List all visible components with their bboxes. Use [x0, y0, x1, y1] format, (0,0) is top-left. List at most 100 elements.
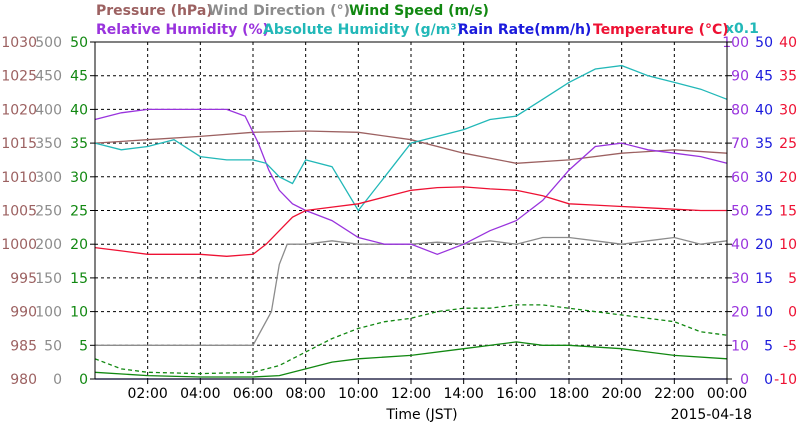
rain-axis-tick-label: 40: [755, 102, 773, 118]
pressure-axis-tick-label: 990: [10, 305, 37, 321]
wind-dir-axis-tick-label: 350: [35, 136, 62, 152]
humidity-axis-tick-label: 60: [731, 170, 749, 186]
pressure-axis-tick-label: 1025: [1, 69, 37, 85]
rain-axis-tick-label: 10: [755, 305, 773, 321]
x-tick-label: 20:00: [601, 386, 641, 402]
temperature-axis-tick-label: 0: [788, 305, 797, 321]
x-tick-label: 06:00: [233, 386, 273, 402]
wind-dir-axis-tick-label: 250: [35, 204, 62, 220]
temperature-axis-tick-label: 10: [779, 237, 797, 253]
left-axes: 1030102510201015101010051000995990985980…: [1, 35, 95, 388]
wind-dir-axis-tick-label: 150: [35, 271, 62, 287]
temperature-axis-tick-label: 5: [788, 271, 797, 287]
humidity-axis-tick-label: 30: [731, 271, 749, 287]
wind-speed-axis-tick-label: 45: [70, 69, 88, 85]
x-tick-label: 02:00: [127, 386, 167, 402]
x-tick-label: 08:00: [285, 386, 325, 402]
wind-speed-axis-tick-label: 30: [70, 170, 88, 186]
series-line-temperature-c: [94, 186, 727, 257]
pressure-axis-tick-label: 1005: [1, 204, 37, 220]
legend: Pressure (hPa)Wind Direction (°) Wind Spe…: [96, 3, 759, 38]
humidity-axis-tick-label: 0: [740, 372, 749, 388]
temperature-axis-tick-label: 30: [779, 102, 797, 118]
humidity-axis-tick-label: 10: [731, 338, 749, 354]
x-tick-label: 14:00: [443, 386, 483, 402]
x-tick-label: 16:00: [496, 386, 536, 402]
legend-entry: Wind Direction (°): [208, 3, 350, 19]
wind-dir-axis-tick-label: 200: [35, 237, 62, 253]
wind-dir-axis-tick-label: 450: [35, 69, 62, 85]
temperature-axis-tick-label: 40: [779, 35, 797, 51]
wind-dir-axis-tick-label: 500: [35, 35, 62, 51]
wind-dir-axis-tick-label: 50: [44, 338, 62, 354]
humidity-axis-tick-label: 50: [731, 204, 749, 220]
temperature-axis-tick-label: 15: [779, 204, 797, 220]
series-line-absolute-humidity-g-m: [94, 64, 728, 212]
series-line-relative-humidity: [94, 108, 728, 255]
wind-dir-axis-tick-label: 400: [35, 102, 62, 118]
x-tick-label: 04:00: [180, 386, 220, 402]
legend-entry: x0.1: [725, 21, 759, 37]
pressure-axis-tick-label: 985: [10, 338, 37, 354]
wind-speed-axis-tick-label: 15: [70, 271, 88, 287]
pressure-axis-tick-label: 980: [10, 372, 37, 388]
wind-speed-axis-tick-label: 50: [70, 35, 88, 51]
temperature-axis-tick-label: 20: [779, 170, 797, 186]
legend-entry: Wind Speed (m/s): [349, 3, 489, 19]
humidity-axis-tick-label: 70: [731, 136, 749, 152]
pressure-axis-tick-label: 1015: [1, 136, 37, 152]
rain-axis-tick-label: 5: [764, 338, 773, 354]
temperature-axis-tick-label: -10: [774, 372, 797, 388]
wind-speed-axis-tick-label: 40: [70, 102, 88, 118]
right-axes: 1009080706050403020100504540353025201510…: [722, 35, 797, 388]
humidity-axis-tick-label: 40: [731, 237, 749, 253]
rain-axis-tick-label: 35: [755, 136, 773, 152]
legend-entry: Rain Rate(mm/h): [458, 22, 591, 38]
pressure-axis-tick-label: 995: [10, 271, 37, 287]
rain-axis-tick-label: 25: [755, 204, 773, 220]
x-axis-ticks: 02:00 04:00 06:00 08:00 10:00 12:00 14:00 16:00…: [127, 379, 747, 402]
rain-axis-tick-label: 30: [755, 170, 773, 186]
legend-entry: Pressure (hPa): [96, 3, 213, 19]
pressure-axis-tick-label: 1020: [1, 102, 37, 118]
temperature-axis-tick-label: 25: [779, 136, 797, 152]
wind-speed-axis-tick-label: 5: [79, 338, 88, 354]
series-line-wind-speed-gust: [94, 304, 728, 375]
wind-dir-axis-tick-label: 0: [53, 372, 62, 388]
x-tick-label: 18:00: [549, 386, 589, 402]
x-tick-label: 00:00: [707, 386, 747, 402]
wind-speed-axis-tick-label: 10: [70, 305, 88, 321]
wind-speed-axis-tick-label: 25: [70, 204, 88, 220]
humidity-axis-tick-label: 20: [731, 305, 749, 321]
rain-axis-tick-label: 0: [764, 372, 773, 388]
temperature-axis-tick-label: 35: [779, 69, 797, 85]
legend-entry: Temperature (°C): [593, 22, 729, 38]
wind-dir-axis-tick-label: 300: [35, 170, 62, 186]
x-tick-label: 12:00: [391, 386, 431, 402]
series-line-wind-speed-m-s: [94, 341, 728, 378]
legend-entry: Relative Humidity (%): [96, 22, 269, 38]
pressure-axis-tick-label: 1010: [1, 170, 37, 186]
humidity-axis-tick-label: 100: [722, 35, 749, 51]
humidity-axis-tick-label: 80: [731, 102, 749, 118]
wind-speed-axis-tick-label: 0: [79, 372, 88, 388]
x-axis-label: Time (JST): [385, 407, 457, 423]
rain-axis-tick-label: 15: [755, 271, 773, 287]
wind-speed-axis-tick-label: 35: [70, 136, 88, 152]
x-tick-label: 22:00: [654, 386, 694, 402]
wind-speed-axis-tick-label: 20: [70, 237, 88, 253]
x-tick-label: 10:00: [338, 386, 378, 402]
wind-dir-axis-tick-label: 100: [35, 305, 62, 321]
rain-axis-tick-label: 20: [755, 237, 773, 253]
gridlines: [95, 42, 727, 379]
series-line-wind-direction: [95, 236, 728, 346]
plot-frame: [94, 41, 728, 380]
rain-axis-tick-label: 50: [755, 35, 773, 51]
legend-entry: Absolute Humidity (g/m³): [263, 22, 463, 38]
pressure-axis-tick-label: 1000: [1, 237, 37, 253]
chart-date: 2015-04-18: [671, 407, 752, 423]
series-line-pressure-hpa: [94, 130, 728, 164]
humidity-axis-tick-label: 90: [731, 69, 749, 85]
pressure-axis-tick-label: 1030: [1, 35, 37, 51]
